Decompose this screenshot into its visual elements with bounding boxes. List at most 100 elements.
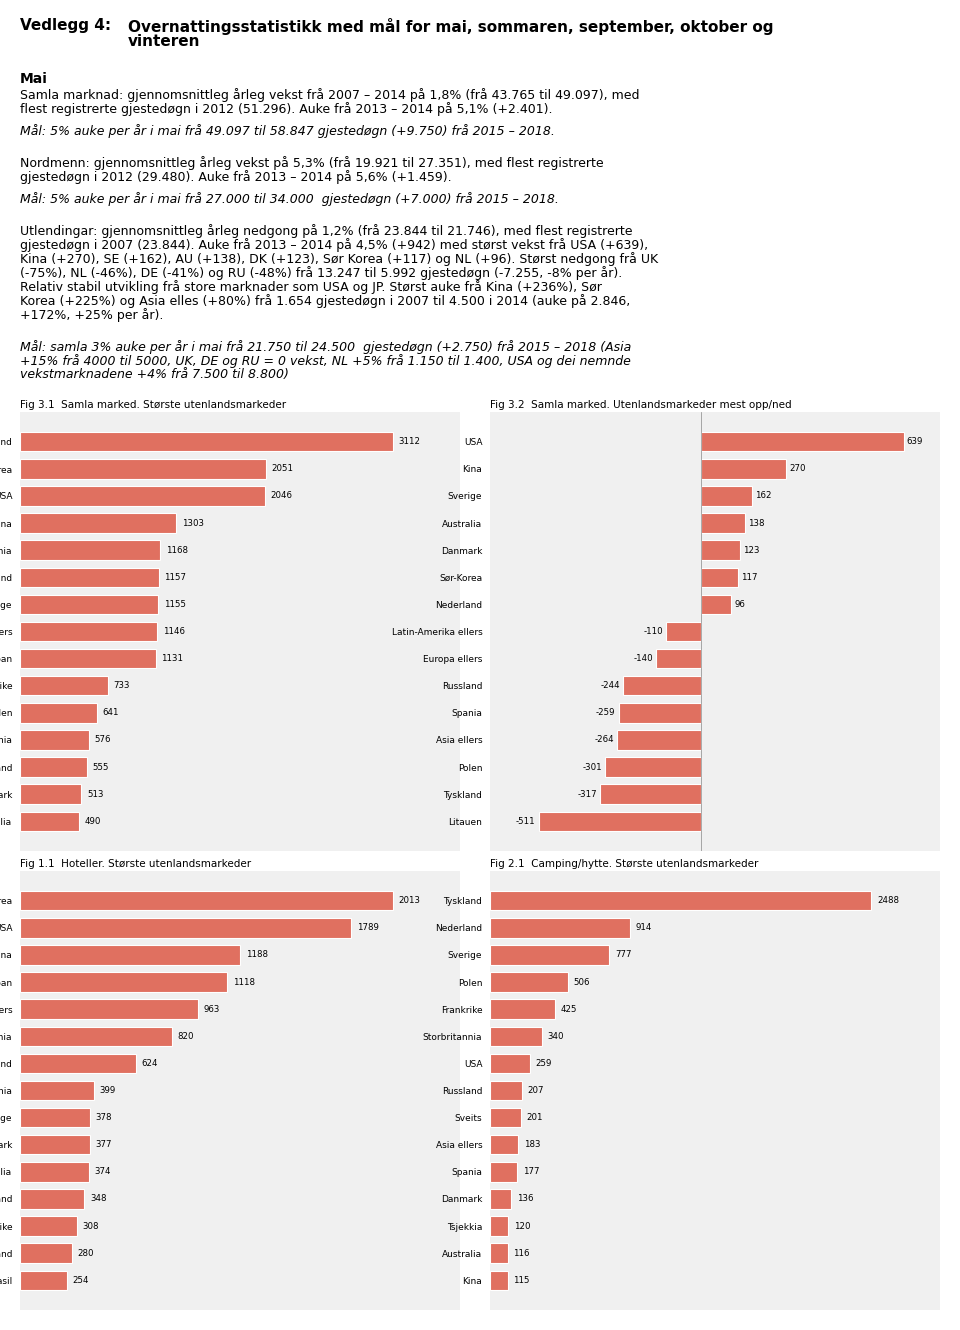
Text: Vedlegg 4:: Vedlegg 4:: [20, 19, 111, 33]
Text: Relativ stabil utvikling frå store marknader som USA og JP. Størst auke frå Kina: Relativ stabil utvikling frå store markn…: [20, 281, 602, 294]
Bar: [20, 1217, 77, 1236]
Text: 624: 624: [141, 1059, 157, 1068]
Text: 177: 177: [523, 1168, 540, 1176]
Bar: [20, 811, 79, 831]
Bar: [701, 459, 786, 479]
Bar: [20, 1134, 90, 1154]
Text: vekstmarknadene +4% frå 7.500 til 8.800): vekstmarknadene +4% frå 7.500 til 8.800): [20, 368, 289, 380]
Text: 308: 308: [83, 1221, 99, 1230]
Bar: [701, 487, 753, 505]
Bar: [20, 540, 160, 560]
Text: 259: 259: [536, 1059, 552, 1068]
Bar: [623, 676, 701, 696]
Bar: [666, 621, 701, 641]
Text: 120: 120: [515, 1221, 531, 1230]
Text: 914: 914: [636, 923, 652, 932]
Bar: [20, 676, 108, 696]
Bar: [490, 891, 872, 911]
Text: 576: 576: [95, 735, 111, 745]
Bar: [20, 595, 158, 614]
Bar: [20, 432, 393, 451]
Text: Kina (+270), SE (+162), AU (+138), DK (+123), Sør Korea (+117) og NL (+96). Stør: Kina (+270), SE (+162), AU (+138), DK (+…: [20, 251, 659, 266]
Bar: [20, 972, 228, 992]
Bar: [20, 891, 393, 911]
Bar: [490, 1134, 518, 1154]
Text: Korea (+225%) og Asia elles (+80%) frå 1.654 gjestedøgn i 2007 til 4.500 i 2014 : Korea (+225%) og Asia elles (+80%) frå 1…: [20, 294, 631, 309]
Text: Nordmenn: gjennomsnittleg årleg vekst på 5,3% (frå 19.921 til 27.351), med flest: Nordmenn: gjennomsnittleg årleg vekst på…: [20, 156, 604, 170]
Bar: [490, 918, 630, 938]
Bar: [701, 595, 732, 614]
Text: 2046: 2046: [271, 492, 293, 500]
Bar: [490, 1108, 521, 1128]
Bar: [701, 513, 745, 533]
Bar: [490, 1162, 517, 1181]
Bar: [20, 1189, 84, 1209]
Bar: [701, 432, 903, 451]
Bar: [20, 487, 265, 505]
Bar: [657, 649, 701, 669]
Bar: [490, 1244, 508, 1264]
Text: 96: 96: [734, 600, 745, 609]
Bar: [20, 730, 89, 750]
Text: 2488: 2488: [877, 896, 900, 906]
Text: 115: 115: [514, 1275, 530, 1285]
Bar: [490, 946, 609, 964]
Text: 340: 340: [548, 1032, 564, 1041]
Bar: [490, 1217, 509, 1236]
Text: 280: 280: [78, 1249, 94, 1258]
Bar: [20, 999, 199, 1019]
Text: 1118: 1118: [232, 978, 254, 987]
Bar: [539, 811, 701, 831]
Bar: [20, 568, 158, 587]
Text: Overnattingsstatistikk med mål for mai, sommaren, september, oktober og: Overnattingsstatistikk med mål for mai, …: [128, 19, 774, 35]
Bar: [20, 1162, 89, 1181]
Bar: [20, 1270, 67, 1290]
Text: 254: 254: [73, 1275, 89, 1285]
Text: Fig 3.2  Samla marked. Utenlandsmarkeder mest opp/ned: Fig 3.2 Samla marked. Utenlandsmarkeder …: [490, 400, 792, 410]
Text: 3112: 3112: [398, 438, 420, 446]
Text: 1789: 1789: [357, 923, 379, 932]
Bar: [490, 999, 555, 1019]
Bar: [605, 757, 701, 777]
Text: -110: -110: [643, 626, 662, 636]
Bar: [617, 730, 701, 750]
Text: Mai: Mai: [20, 72, 48, 86]
Bar: [701, 568, 738, 587]
Text: 399: 399: [100, 1087, 116, 1095]
Text: +172%, +25% per år).: +172%, +25% per år).: [20, 309, 163, 322]
Bar: [20, 1244, 72, 1264]
Text: 1131: 1131: [161, 654, 183, 664]
Bar: [20, 1108, 90, 1128]
Text: 270: 270: [789, 464, 806, 473]
Text: Fig 1.1  Hoteller. Største utenlandsmarkeder: Fig 1.1 Hoteller. Største utenlandsmarke…: [20, 859, 252, 868]
Bar: [20, 513, 176, 533]
Text: 2013: 2013: [398, 896, 420, 906]
Text: 1168: 1168: [165, 545, 187, 555]
Text: 116: 116: [514, 1249, 530, 1258]
Text: 425: 425: [561, 1004, 577, 1013]
Text: -301: -301: [583, 762, 602, 771]
Bar: [20, 785, 82, 803]
Text: 348: 348: [90, 1194, 107, 1204]
Bar: [600, 785, 701, 803]
Text: 733: 733: [113, 681, 130, 690]
Bar: [20, 1027, 172, 1045]
Text: 820: 820: [178, 1032, 194, 1041]
Bar: [490, 972, 567, 992]
Text: 641: 641: [103, 709, 119, 717]
Bar: [20, 621, 157, 641]
Text: 2051: 2051: [272, 464, 294, 473]
Text: -511: -511: [516, 817, 536, 826]
Bar: [20, 1053, 135, 1073]
Bar: [490, 1053, 530, 1073]
Text: 963: 963: [204, 1004, 221, 1013]
Text: 378: 378: [96, 1113, 112, 1123]
Bar: [20, 1081, 94, 1100]
Text: +15% frå 4000 til 5000, UK, DE og RU = 0 vekst, NL +5% frå 1.150 til 1.400, USA : +15% frå 4000 til 5000, UK, DE og RU = 0…: [20, 354, 631, 368]
Text: 1155: 1155: [164, 600, 186, 609]
Text: 1188: 1188: [246, 951, 268, 959]
Bar: [20, 918, 351, 938]
Text: vinteren: vinteren: [128, 35, 201, 49]
Text: Mål: 5% auke per år i mai frå 27.000 til 34.000  gjestedøgn (+7.000) frå 2015 – : Mål: 5% auke per år i mai frå 27.000 til…: [20, 192, 559, 206]
Text: 117: 117: [741, 573, 757, 581]
